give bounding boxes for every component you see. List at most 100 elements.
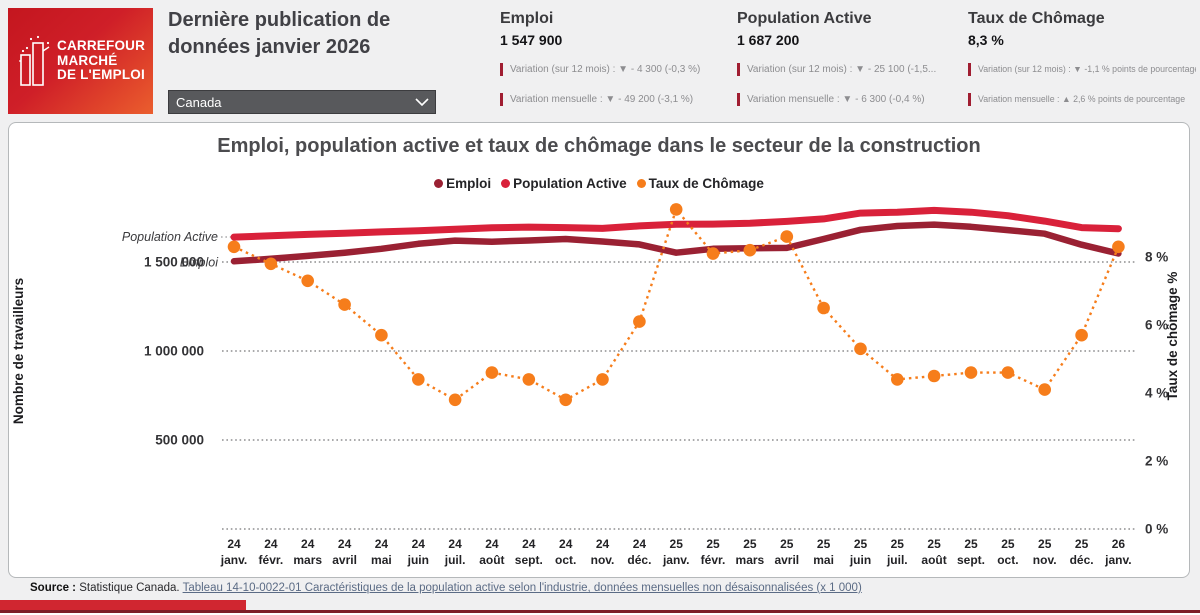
taux-de-chomage-point: [891, 373, 904, 386]
x-axis-tick-month: juil.: [444, 553, 466, 567]
chart-title: Emploi, population active et taux de chô…: [217, 135, 981, 157]
taux-de-chomage-point: [264, 257, 278, 271]
x-axis-tick-year: 24: [485, 537, 499, 551]
kpi-yoy-variation: Variation (sur 12 mois) : ▼ -1,1 % point…: [968, 63, 1196, 76]
x-axis-tick-month: juin: [849, 553, 871, 567]
emploi-line: [230, 221, 1122, 265]
x-axis-tick-month: mars: [736, 553, 765, 567]
taux-de-chomage-point: [964, 366, 978, 379]
kpi-value: 8,3 %: [968, 32, 1004, 48]
x-axis-tick-month: oct.: [555, 553, 576, 567]
taux-de-chomage-point: [485, 366, 499, 379]
kpi-monthly-variation: Variation mensuelle : ▼ - 49 200 (-3,1 %…: [500, 93, 730, 106]
kpi-value: 1 547 900: [500, 32, 563, 48]
taux-de-chomage-point: [227, 240, 241, 254]
x-axis-tick-year: 24: [375, 537, 389, 551]
left-axis-tick: 500 000: [155, 433, 204, 448]
taux-de-chomage-point: [854, 342, 867, 356]
x-axis-tick-year: 25: [743, 537, 757, 551]
source-line: Source : Statistique Canada. Tableau 14-…: [30, 582, 862, 594]
x-axis-tick-year: 24: [522, 537, 536, 551]
taux-de-chomage-line: [233, 208, 1120, 401]
legend-dot-icon: [636, 179, 646, 188]
footer-divider: [0, 610, 1200, 613]
right-axis-tick: 0 %: [1145, 522, 1168, 537]
source-link[interactable]: Tableau 14-10-0022-01 Caractéristiques d…: [182, 582, 862, 594]
taux-de-chomage-point: [1001, 366, 1015, 379]
right-axis-tick: 4 %: [1145, 386, 1168, 401]
taux-de-chomage-point: [448, 393, 462, 407]
x-axis-tick-year: 24: [448, 537, 462, 551]
x-axis-tick-month: nov.: [591, 553, 615, 567]
taux-de-chomage-point: [743, 243, 757, 257]
x-axis-tick-year: 24: [412, 537, 426, 551]
logo-buildings-icon: [19, 35, 50, 86]
footer-red-tab: [0, 600, 246, 611]
kpi-title: Emploi: [500, 10, 554, 27]
region-select-wrap: Canada: [168, 90, 436, 114]
kpi-emploi: Emploi 1 547 900 Variation (sur 12 mois)…: [500, 10, 730, 106]
population-active-line: [230, 206, 1122, 241]
x-axis-tick-month: août: [921, 553, 946, 567]
kpi-monthly-variation: Variation mensuelle : ▼ - 6 300 (-0,4 %): [737, 93, 967, 106]
x-axis-tick-year: 25: [1038, 537, 1052, 551]
inline-label-emploi: Emploi: [180, 256, 219, 270]
taux-de-chomage-point: [338, 298, 351, 311]
taux-de-chomage-point: [1038, 383, 1051, 396]
taux-de-chomage-point: [522, 373, 536, 386]
legend-item[interactable]: Population Active: [501, 176, 627, 191]
taux-de-chomage-point: [301, 274, 315, 288]
kpi-title: Population Active: [737, 10, 872, 27]
legend-item[interactable]: Taux de Chômage: [636, 176, 764, 191]
x-axis-tick-month: nov.: [1033, 553, 1057, 567]
kpi-yoy-variation: Variation (sur 12 mois) : ▼ - 25 100 (-1…: [737, 63, 967, 76]
chart-card: Emploi, population active et taux de chô…: [8, 122, 1190, 578]
kpi-taux-de-chomage: Taux de Chômage 8,3 % Variation (sur 12 …: [968, 10, 1196, 106]
kpi-value: 1 687 200: [737, 32, 800, 48]
taux-de-chomage-point: [706, 247, 720, 260]
x-axis-tick-year: 25: [706, 537, 720, 551]
x-axis-tick-year: 24: [264, 537, 278, 551]
right-axis-title: Taux de chômage %: [1165, 272, 1180, 401]
x-axis-tick-year: 26: [1112, 537, 1126, 551]
x-axis-tick-month: avril: [774, 553, 799, 567]
legend-dot-icon: [501, 179, 511, 188]
region-select[interactable]: Canada: [168, 90, 436, 114]
legend-item[interactable]: Emploi: [434, 176, 491, 191]
app-logo: CARREFOUR MARCHÉ DE L'EMPLOI: [8, 8, 153, 114]
x-axis-tick-month: déc.: [627, 553, 651, 567]
left-axis-tick: 1 000 000: [144, 344, 204, 359]
left-axis-tick: 1 500 000: [144, 255, 204, 270]
taux-de-chomage-point: [412, 373, 425, 386]
inline-label-population-active: Population Active: [122, 230, 218, 244]
x-axis-tick-month: oct.: [997, 553, 1018, 567]
right-axis-tick: 6 %: [1145, 318, 1168, 333]
x-axis-tick-month: févr.: [259, 553, 284, 567]
footer-bottom-gap: [0, 613, 1200, 615]
x-axis-tick-year: 25: [1075, 537, 1089, 551]
taux-de-chomage-point: [1075, 328, 1088, 342]
x-axis-tick-year: 25: [1001, 537, 1015, 551]
right-axis-tick: 8 %: [1145, 250, 1168, 265]
x-axis-tick-year: 24: [301, 537, 315, 551]
x-axis-tick-month: sept.: [957, 553, 985, 567]
x-axis-tick-month: juin: [407, 553, 429, 567]
x-axis-tick-year: 25: [927, 537, 941, 551]
taux-de-chomage-point: [780, 230, 794, 243]
kpi-population-active: Population Active 1 687 200 Variation (s…: [737, 10, 967, 106]
x-axis-tick-month: janv.: [662, 553, 689, 567]
x-axis-tick-year: 24: [633, 537, 647, 551]
source-prefix: Source :: [30, 582, 77, 594]
legend-label: Emploi: [446, 176, 492, 191]
kpi-monthly-variation: Variation mensuelle : ▲ 2,6 % points de …: [968, 93, 1196, 106]
x-axis-tick-year: 24: [559, 537, 573, 551]
x-axis-tick-month: avril: [332, 553, 357, 567]
source-text: Statistique Canada.: [76, 582, 183, 594]
x-axis-tick-month: mars: [293, 553, 322, 567]
x-axis-tick-year: 25: [891, 537, 905, 551]
taux-de-chomage-point: [669, 203, 683, 216]
x-axis-tick-year: 25: [817, 537, 831, 551]
right-axis-tick: 2 %: [1145, 454, 1168, 469]
x-axis-tick-month: sept.: [515, 553, 543, 567]
x-axis-tick-month: août: [479, 553, 504, 567]
